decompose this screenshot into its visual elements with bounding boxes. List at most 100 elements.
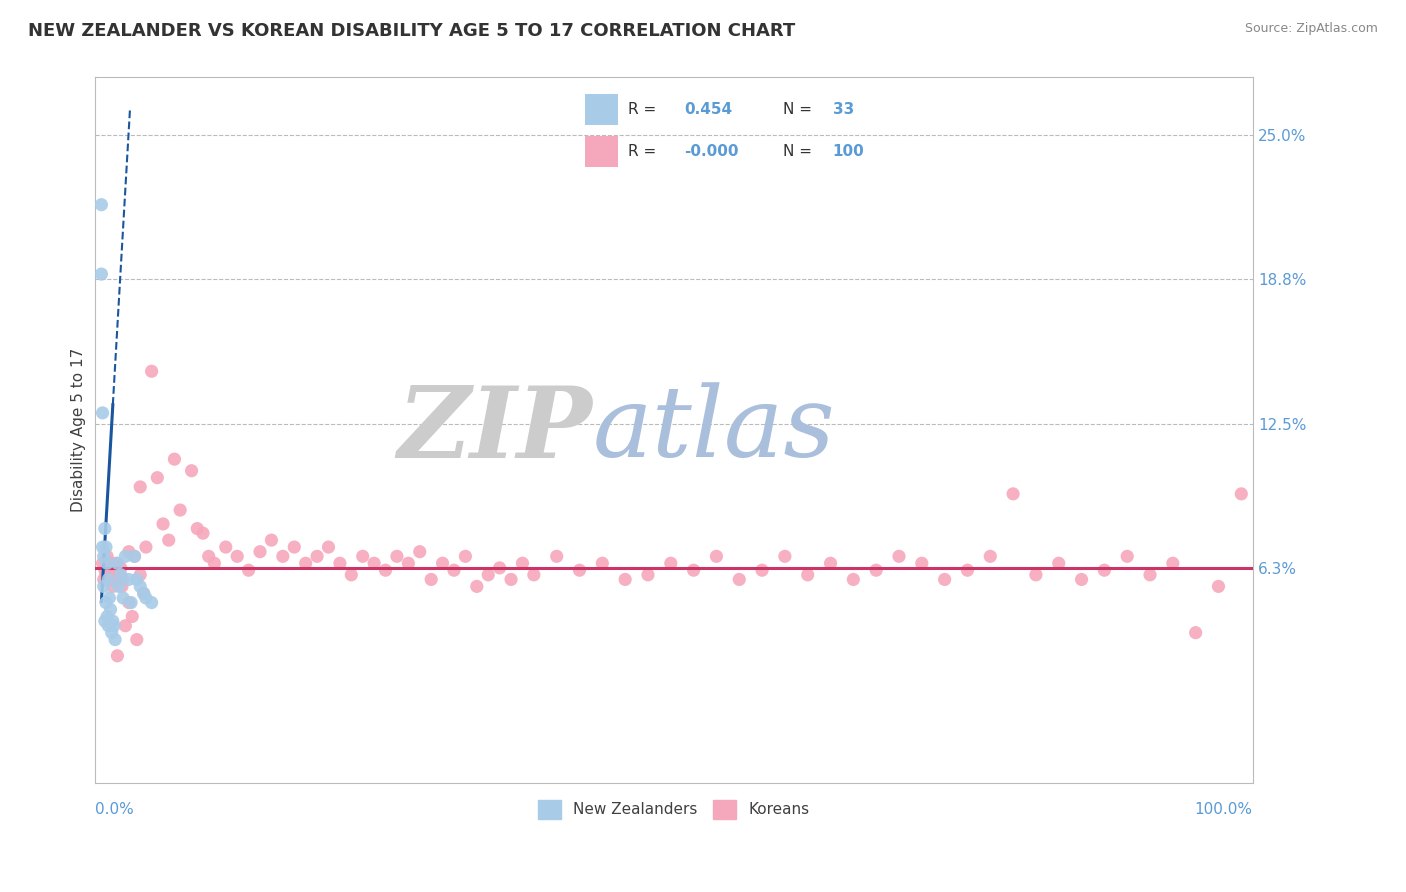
Point [132,586,155,600]
Point [110,567,132,582]
Point [773,549,796,564]
Text: NEW ZEALANDER VS KOREAN DISABILITY AGE 5 TO 17 CORRELATION CHART: NEW ZEALANDER VS KOREAN DISABILITY AGE 5… [28,22,796,40]
Point [956,563,979,577]
Point [409,544,432,558]
Point [163,452,186,467]
Point [104,632,127,647]
Point [1184,625,1206,640]
Point [114,549,136,564]
Point [91,540,114,554]
Point [105,648,128,663]
Point [118,573,141,587]
Point [97,563,120,577]
Point [591,556,613,570]
Point [120,596,142,610]
Point [352,549,374,564]
Point [132,586,155,600]
Point [614,573,637,587]
Point [114,618,136,632]
Point [1116,549,1139,564]
Point [94,563,117,577]
Point [94,540,117,554]
Point [141,364,163,378]
Point [121,609,143,624]
Point [124,549,146,564]
Point [93,549,115,564]
Point [146,470,169,484]
Point [385,549,408,564]
Point [103,618,125,632]
Point [1047,556,1070,570]
Point [94,614,117,628]
Point [94,522,117,536]
Point [374,563,396,577]
Point [1025,567,1047,582]
Point [110,561,132,575]
Point [363,556,385,570]
Point [129,480,152,494]
Point [105,556,128,570]
Point [420,573,443,587]
Point [93,573,115,587]
Point [135,591,157,605]
Point [112,591,135,605]
Point [1230,487,1253,501]
Point [107,579,129,593]
Point [1070,573,1092,587]
Text: ZIP: ZIP [398,382,592,478]
Point [283,540,305,554]
Point [129,579,152,593]
Point [728,573,751,587]
Point [152,516,174,531]
Point [90,267,112,281]
Point [396,556,419,570]
Point [659,556,682,570]
Point [93,579,115,593]
Point [706,549,728,564]
Point [568,563,591,577]
Point [107,573,129,587]
Point [637,567,659,582]
Point [100,556,122,570]
Point [820,556,842,570]
Point [294,556,316,570]
Point [887,549,910,564]
Point [98,573,121,587]
Point [934,573,956,587]
Point [96,549,118,564]
Point [682,563,704,577]
Point [101,614,124,628]
Point [105,561,128,575]
Point [100,567,122,582]
Point [751,563,773,577]
Point [129,567,152,582]
Point [329,556,352,570]
Point [112,573,135,587]
Point [865,563,887,577]
Point [307,549,329,564]
Point [135,540,157,554]
Point [260,533,283,548]
Point [979,549,1001,564]
Legend: New Zealanders, Koreans: New Zealanders, Koreans [531,794,815,825]
Point [432,556,454,570]
Point [1208,579,1230,593]
Text: Source: ZipAtlas.com: Source: ZipAtlas.com [1244,22,1378,36]
Point [108,567,131,582]
Point [94,596,117,610]
Point [98,591,121,605]
Point [215,540,238,554]
Point [100,602,122,616]
Point [118,544,141,558]
Point [186,522,208,536]
Point [97,573,120,587]
Y-axis label: Disability Age 5 to 17: Disability Age 5 to 17 [72,348,86,512]
Point [141,596,163,610]
Point [169,503,191,517]
Text: atlas: atlas [592,383,835,478]
Point [512,556,534,570]
Point [96,556,118,570]
Point [477,567,499,582]
Point [911,556,934,570]
Point [180,464,202,478]
